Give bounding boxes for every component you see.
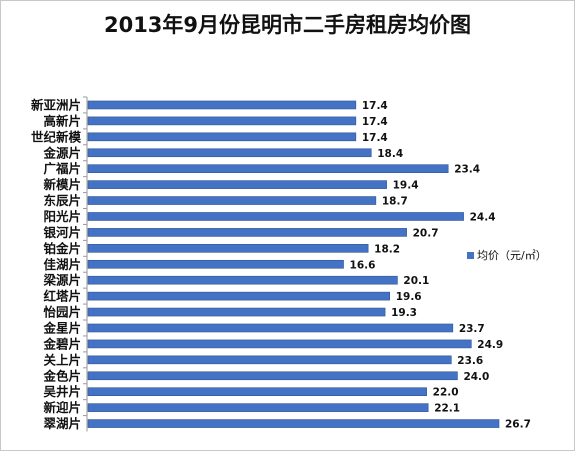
data-label: 26.7 <box>505 419 531 431</box>
data-label: 20.7 <box>413 227 439 239</box>
bar <box>87 355 452 365</box>
category-label: 翠湖片 <box>43 416 81 431</box>
data-label: 22.1 <box>434 403 460 415</box>
category-label: 怡园片 <box>43 305 81 320</box>
data-label: 24.0 <box>463 371 489 383</box>
bar <box>87 387 427 397</box>
data-label: 17.4 <box>362 116 388 128</box>
data-label: 23.4 <box>454 164 480 176</box>
category-label: 新迎片 <box>43 400 81 415</box>
bar <box>87 132 357 142</box>
legend-label: 均价（元/㎡） <box>477 249 547 262</box>
category-label: 金碧片 <box>42 336 81 351</box>
data-label: 16.6 <box>350 259 376 271</box>
bar <box>87 148 372 158</box>
category-label: 关上片 <box>43 352 81 367</box>
bar <box>87 291 391 301</box>
category-label: 金色片 <box>42 368 81 383</box>
category-label: 高新片 <box>43 113 81 128</box>
bar <box>87 180 387 189</box>
data-label: 19.3 <box>391 307 417 319</box>
bar <box>87 403 429 412</box>
bar <box>87 100 357 110</box>
category-label: 东辰片 <box>43 193 81 208</box>
bar <box>87 259 344 269</box>
bar <box>87 212 464 221</box>
bar <box>87 371 458 381</box>
data-label: 17.4 <box>362 100 388 112</box>
data-label: 20.1 <box>403 275 429 287</box>
category-label: 梁源片 <box>42 273 81 288</box>
category-label: 金星片 <box>42 320 81 335</box>
data-label: 19.4 <box>393 180 419 192</box>
category-label: 广福片 <box>43 161 81 176</box>
category-label: 铂金片 <box>43 241 81 256</box>
data-label: 18.7 <box>382 196 408 208</box>
bar <box>87 323 454 333</box>
bar <box>87 339 472 349</box>
data-label: 24.4 <box>470 211 496 223</box>
legend-swatch <box>467 251 474 259</box>
bar <box>87 275 398 285</box>
data-label: 23.6 <box>457 355 483 367</box>
category-label: 新模片 <box>43 177 81 192</box>
legend: 均价（元/㎡） <box>467 247 547 263</box>
category-label: 吴井片 <box>43 384 81 399</box>
category-label: 金源片 <box>42 145 81 160</box>
data-label: 23.7 <box>459 323 485 335</box>
bar <box>87 164 449 173</box>
data-label: 18.2 <box>374 243 400 255</box>
bar <box>87 419 500 428</box>
category-label: 佳湖片 <box>43 257 81 272</box>
category-label: 红塔片 <box>43 289 81 304</box>
category-label: 新亚洲片 <box>31 97 81 112</box>
category-label: 银河片 <box>43 225 81 240</box>
chart-title: 2013年9月份昆明市二手房租房均价图 <box>103 13 472 37</box>
data-label: 17.4 <box>362 132 388 144</box>
category-label: 阳光片 <box>43 209 81 224</box>
data-label: 24.9 <box>477 339 503 351</box>
bar <box>87 307 386 317</box>
bar <box>87 116 357 126</box>
bar <box>87 228 407 237</box>
category-label: 世纪新模 <box>31 129 82 144</box>
data-label: 22.0 <box>433 387 459 399</box>
bar <box>87 244 369 253</box>
data-label: 19.6 <box>396 291 422 303</box>
bar <box>87 196 377 205</box>
data-label: 18.4 <box>377 148 403 160</box>
